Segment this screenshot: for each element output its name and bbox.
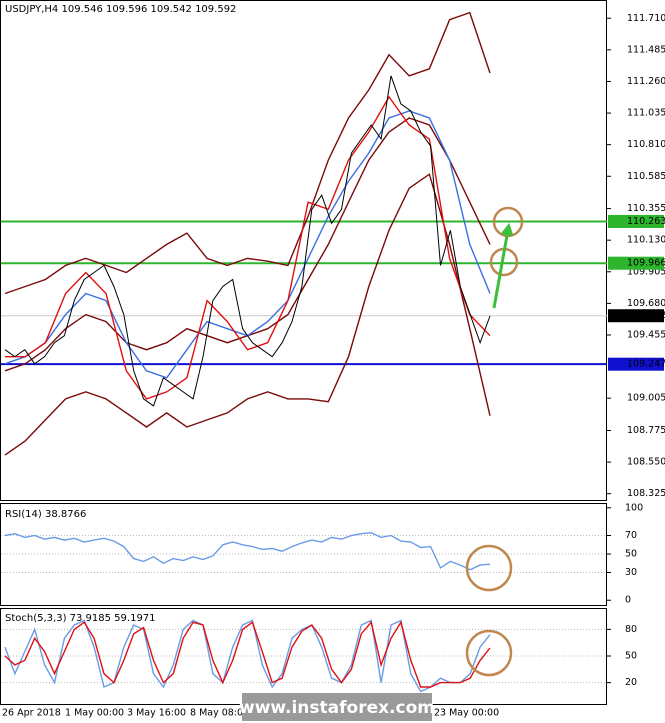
y-tick-label: 70 [625, 530, 637, 541]
price-label-bg [608, 256, 664, 270]
series-line [5, 95, 491, 400]
y-tick-label: 111.485 [627, 44, 665, 55]
series-line [4, 75, 491, 407]
price-label: 109.247 [627, 359, 665, 370]
y-tick-label: 50 [625, 651, 637, 662]
y-tick-label: 111.710 [627, 13, 665, 24]
y-tick-label: 109.680 [627, 298, 665, 309]
y-tick-label: 111.260 [627, 76, 665, 87]
annotation-arrow [492, 229, 510, 309]
y-tick-label: 30 [625, 567, 637, 578]
price-label: 109.592 [627, 310, 665, 321]
annotation-arrowhead [500, 222, 514, 237]
y-tick-label: 109.905 [627, 266, 665, 277]
price-label-bg [608, 309, 664, 323]
panel-title: Stoch(5,3,3) 73.9185 59.1971 [5, 613, 156, 624]
annotation-circle [465, 629, 513, 677]
y-tick-label: 20 [625, 677, 637, 688]
x-tick-label: 3 May 16:00 [127, 708, 186, 719]
y-tick-label: 0 [625, 595, 631, 606]
y-tick-label: 109.455 [627, 329, 665, 340]
x-tick-label: 23 May 00:00 [434, 708, 499, 719]
price-label-bg [608, 214, 664, 228]
panel-frame [0, 503, 607, 606]
x-tick-label: 8 May 08:00 [190, 708, 249, 719]
y-tick-label: 110.585 [627, 171, 665, 182]
y-tick-label: 80 [625, 624, 637, 635]
watermark: www.instaforex.com [239, 698, 435, 718]
y-tick-label: 108.325 [627, 488, 665, 499]
y-tick-label: 50 [625, 549, 637, 560]
series-line [4, 11, 491, 295]
y-tick-label: 108.775 [627, 425, 665, 436]
x-tick-label: 26 Apr 2018 [2, 708, 61, 719]
x-tick-label: 1 May 00:00 [65, 708, 124, 719]
series-line [4, 117, 491, 372]
y-tick-label: 110.130 [627, 235, 665, 246]
panel-title: RSI(14) 38.8766 [5, 509, 86, 520]
price-label: 110.263 [627, 216, 665, 227]
price-label: 109.966 [627, 258, 665, 269]
series-line [4, 110, 491, 379]
series-line [4, 173, 491, 456]
y-tick-label: 100 [625, 502, 643, 513]
annotation-circle [465, 544, 513, 592]
y-tick-label: 110.810 [627, 139, 665, 150]
y-tick-label: 111.035 [627, 108, 665, 119]
y-tick-label: 109.005 [627, 393, 665, 404]
series-line [4, 620, 491, 688]
panel-title: USDJPY,H4 109.546 109.596 109.542 109.59… [5, 4, 236, 15]
price-label-bg [608, 357, 664, 371]
series-line [4, 531, 491, 571]
watermark-bg [242, 693, 432, 721]
y-tick-label: 108.550 [627, 457, 665, 468]
y-tick-label: 110.355 [627, 203, 665, 214]
panel-frame [0, 0, 607, 501]
